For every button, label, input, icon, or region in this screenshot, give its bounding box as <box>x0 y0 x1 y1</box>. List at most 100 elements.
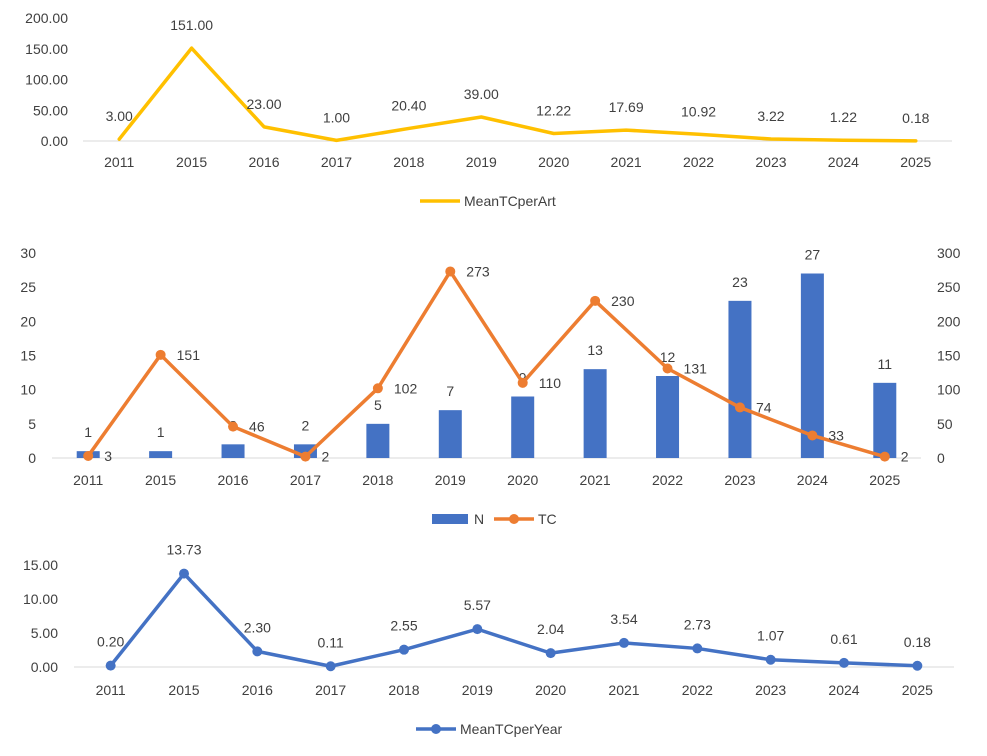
data-label-n: 5 <box>374 397 382 413</box>
marker-tc <box>517 377 528 388</box>
data-label: 1.07 <box>757 628 784 644</box>
data-label-tc: 110 <box>539 375 562 391</box>
bar-n <box>221 444 245 458</box>
x-tick-label: 2011 <box>104 154 134 170</box>
x-tick-label: 2020 <box>507 472 538 488</box>
y-tick-label-left: 30 <box>20 245 36 261</box>
x-tick-label: 2011 <box>73 472 103 488</box>
data-label: 10.92 <box>681 103 716 119</box>
x-tick-label: 2018 <box>362 472 393 488</box>
data-label-n: 27 <box>805 247 821 263</box>
bar-n <box>438 410 462 458</box>
data-label: 0.18 <box>902 110 929 126</box>
data-label-n: 1 <box>84 424 92 440</box>
x-tick-label: 2023 <box>755 682 786 698</box>
marker-meantcperyear <box>545 648 556 659</box>
x-tick-label: 2017 <box>290 472 321 488</box>
x-tick-label: 2025 <box>900 154 931 170</box>
y-tick-label-right: 200 <box>937 313 961 329</box>
bar-n <box>800 273 824 458</box>
y-tick-label: 5.00 <box>31 625 58 641</box>
data-label: 3.00 <box>106 108 133 124</box>
data-label: 17.69 <box>609 99 644 115</box>
marker-meantcperyear <box>399 644 409 655</box>
data-label-n: 13 <box>587 342 603 358</box>
y-tick-label-right: 300 <box>937 245 961 261</box>
marker-tc <box>590 295 601 306</box>
marker-tc <box>734 402 745 413</box>
y-tick-label: 0.00 <box>31 659 58 675</box>
y-tick-label: 50.00 <box>33 102 68 118</box>
x-tick-label: 2024 <box>828 682 859 698</box>
y-tick-label-left: 20 <box>20 313 36 329</box>
data-label: 5.57 <box>464 597 491 613</box>
y-tick-label: 100.00 <box>25 72 68 88</box>
data-label-tc: 2 <box>321 449 329 465</box>
y-tick-label: 0.00 <box>41 133 68 149</box>
data-label: 2.55 <box>390 618 417 634</box>
legend-marker-meantcperyear <box>431 724 441 734</box>
x-tick-label: 2025 <box>902 682 933 698</box>
marker-tc <box>300 451 311 462</box>
data-label-tc: 230 <box>611 293 635 309</box>
marker-tc <box>879 451 890 462</box>
y-tick-label-left: 25 <box>20 279 36 295</box>
x-tick-label: 2019 <box>466 154 497 170</box>
x-tick-label: 2019 <box>462 682 493 698</box>
data-label: 2.30 <box>244 619 271 635</box>
x-tick-label: 2022 <box>682 682 713 698</box>
marker-meantcperyear <box>619 637 629 648</box>
data-label-tc: 151 <box>177 347 201 363</box>
data-label: 2.73 <box>684 616 711 632</box>
y-tick-label: 15.00 <box>23 557 58 573</box>
x-tick-label: 2021 <box>608 682 639 698</box>
series-line-meantcperyear <box>108 571 920 669</box>
x-tick-label: 2024 <box>828 154 859 170</box>
y-tick-label-left: 15 <box>20 348 36 364</box>
data-label: 3.54 <box>610 611 637 627</box>
marker-tc <box>372 383 383 394</box>
data-label: 39.00 <box>464 86 499 102</box>
marker-meantcperyear <box>325 661 336 672</box>
data-label: 13.73 <box>166 542 201 558</box>
marker-meantcperyear <box>692 643 703 654</box>
x-tick-label: 2017 <box>315 682 346 698</box>
legend-swatch-n <box>432 514 468 524</box>
y-tick-label-right: 100 <box>937 382 961 398</box>
x-tick-label: 2015 <box>176 154 207 170</box>
chart-mean-tc-per-year: 0.00 5.00 10.00 15.00 2011 2015 2016 2017 2018 20… <box>23 542 954 737</box>
data-label: 1.00 <box>323 109 350 125</box>
x-tick-label: 2016 <box>217 472 248 488</box>
data-label-tc: 46 <box>249 419 265 435</box>
data-label: 0.61 <box>830 631 857 647</box>
data-label: 0.20 <box>97 634 124 650</box>
data-label: 151.00 <box>170 17 213 33</box>
data-label-n: 12 <box>660 349 676 365</box>
x-tick-label: 2021 <box>580 472 611 488</box>
bar-n <box>728 300 752 458</box>
data-label: 20.40 <box>391 97 426 113</box>
data-label-tc: 102 <box>394 380 418 396</box>
marker-meantcperyear <box>105 660 116 671</box>
x-tick-label: 2023 <box>755 154 786 170</box>
y-tick-label-left: 0 <box>28 450 36 466</box>
y-tick-label-right: 250 <box>937 279 961 295</box>
marker-meantcperyear <box>472 624 483 635</box>
data-label-n: 11 <box>878 356 893 372</box>
data-label-tc: 3 <box>104 448 112 464</box>
marker-tc <box>445 266 456 277</box>
data-label: 2.04 <box>537 621 564 637</box>
x-tick-label: 2018 <box>388 682 419 698</box>
data-label: 3.22 <box>757 108 784 124</box>
data-label-tc: 74 <box>756 399 772 415</box>
data-label: 12.22 <box>536 102 571 118</box>
x-tick-label: 2020 <box>535 682 566 698</box>
series-line-tc <box>86 269 887 459</box>
data-label: 0.18 <box>904 634 931 650</box>
x-tick-label: 2011 <box>96 682 126 698</box>
data-label-tc: 33 <box>828 427 844 443</box>
marker-meantcperyear <box>179 568 189 579</box>
series-line-meantcperart <box>117 46 918 143</box>
